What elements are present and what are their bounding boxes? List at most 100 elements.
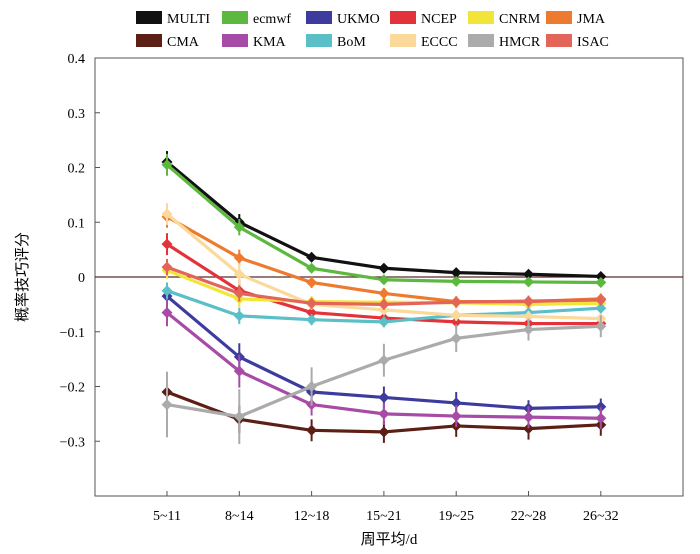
legend: MULTI ecmwf UKMO NCEP CNRM JMA CMA KMA BoM ECCC HM… xyxy=(136,11,609,50)
data-point xyxy=(450,309,462,321)
y-tick-label: 0 xyxy=(78,271,85,286)
data-point xyxy=(523,324,534,336)
x-axis-label: 周平均/d xyxy=(361,531,418,548)
data-point xyxy=(378,316,390,328)
data-point xyxy=(450,267,462,279)
data-point xyxy=(378,391,390,403)
data-point xyxy=(161,399,173,411)
legend-swatch xyxy=(306,11,332,24)
data-point xyxy=(306,262,318,274)
data-point xyxy=(450,410,462,422)
y-tick-label: −0.1 xyxy=(60,326,85,341)
legend-swatch xyxy=(546,34,572,47)
data-point xyxy=(595,302,607,314)
data-point xyxy=(306,297,318,309)
data-point xyxy=(306,251,318,263)
series-jma xyxy=(161,205,607,308)
data-point xyxy=(306,314,318,326)
data-point xyxy=(161,159,173,171)
legend-item: BoM xyxy=(306,34,366,50)
legend-label: ECCC xyxy=(421,35,458,50)
data-point xyxy=(523,276,534,288)
legend-swatch xyxy=(390,11,416,24)
legend-label: MULTI xyxy=(167,12,210,27)
data-point xyxy=(378,287,390,299)
data-point xyxy=(595,276,607,288)
legend-swatch xyxy=(390,34,416,47)
series-isac xyxy=(161,258,607,310)
x-tick-label: 15~21 xyxy=(366,509,402,524)
legend-item: ecmwf xyxy=(222,11,291,27)
legend-label: ISAC xyxy=(577,35,609,50)
data-point xyxy=(233,310,245,322)
data-point xyxy=(306,381,318,392)
data-point xyxy=(161,285,173,297)
x-tick-label: 19~25 xyxy=(438,509,474,524)
legend-label: HMCR xyxy=(499,35,541,50)
data-point xyxy=(233,268,245,280)
legend-item: ISAC xyxy=(546,34,609,50)
legend-item: MULTI xyxy=(136,11,210,27)
series-ecmwf xyxy=(161,153,607,288)
y-tick-label: 0.4 xyxy=(68,52,86,67)
x-tick-label: 26~32 xyxy=(583,509,619,524)
y-axis-ticks: −0.3 −0.2 −0.1 0 0.1 0.2 0.3 0.4 xyxy=(60,52,100,450)
y-tick-label: −0.3 xyxy=(60,435,85,450)
data-point xyxy=(378,426,390,438)
x-axis-ticks: 5~11 8~14 12~18 15~21 19~25 22~28 26~32 xyxy=(153,491,619,524)
x-tick-label: 12~18 xyxy=(294,509,330,524)
legend-label: UKMO xyxy=(337,12,380,27)
data-point xyxy=(378,298,390,310)
legend-swatch xyxy=(136,11,162,24)
series-layer xyxy=(161,151,607,444)
legend-label: KMA xyxy=(253,35,287,50)
legend-item: KMA xyxy=(222,34,287,50)
data-point xyxy=(378,274,390,286)
data-point xyxy=(233,365,245,377)
legend-swatch xyxy=(306,34,332,47)
y-tick-label: 0.1 xyxy=(68,216,86,231)
legend-swatch xyxy=(222,34,248,47)
x-tick-label: 5~11 xyxy=(153,509,181,524)
data-point xyxy=(378,262,390,274)
legend-item: ECCC xyxy=(390,34,458,50)
legend-swatch xyxy=(468,11,494,24)
y-axis-label: 概率技巧评分 xyxy=(14,232,31,322)
legend-label: NCEP xyxy=(421,12,457,27)
legend-label: ecmwf xyxy=(253,12,291,27)
legend-swatch xyxy=(136,34,162,47)
data-point xyxy=(523,268,534,280)
data-point xyxy=(450,316,462,328)
data-point xyxy=(233,411,245,423)
data-point xyxy=(161,238,173,250)
data-point xyxy=(306,307,318,319)
legend-item: CNRM xyxy=(468,11,541,27)
data-point xyxy=(161,208,173,220)
data-point xyxy=(233,221,245,233)
data-point xyxy=(450,296,462,308)
data-point xyxy=(523,423,534,435)
legend-item: UKMO xyxy=(306,11,380,27)
legend-swatch xyxy=(222,11,248,24)
legend-swatch xyxy=(546,11,572,24)
data-point xyxy=(595,294,607,306)
data-point xyxy=(523,411,534,423)
data-point xyxy=(595,412,607,424)
data-point xyxy=(233,287,245,299)
y-tick-label: 0.2 xyxy=(68,162,86,177)
legend-item: NCEP xyxy=(390,11,457,27)
data-point xyxy=(523,310,534,322)
data-point xyxy=(378,408,390,420)
x-tick-label: 22~28 xyxy=(511,509,547,524)
data-point xyxy=(523,295,534,307)
legend-label: JMA xyxy=(577,12,606,27)
legend-label: CMA xyxy=(167,35,200,50)
y-tick-label: −0.2 xyxy=(60,381,85,396)
data-point xyxy=(233,252,245,264)
data-point xyxy=(450,332,462,344)
series-hmcr xyxy=(161,315,607,444)
data-point xyxy=(378,354,390,366)
legend-label: CNRM xyxy=(499,12,541,27)
data-point xyxy=(306,276,318,288)
